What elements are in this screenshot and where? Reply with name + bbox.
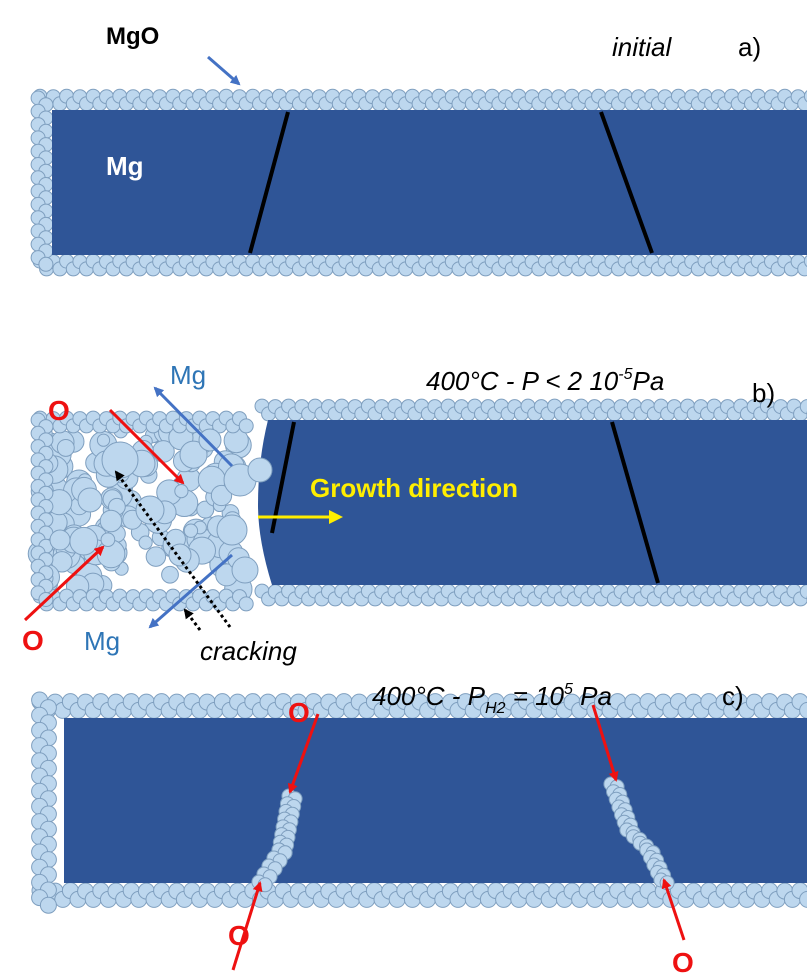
mgo-pointer-arrow bbox=[207, 55, 241, 86]
mgo-particle bbox=[145, 546, 167, 567]
panel-letter-b: b) bbox=[752, 378, 775, 408]
mgo-debris-cluster bbox=[27, 410, 273, 612]
mgo-particle bbox=[96, 433, 111, 447]
mgo-particle bbox=[247, 457, 273, 483]
crack-arrow-1 bbox=[114, 470, 232, 628]
mg-out-label-top: Mg bbox=[170, 360, 206, 390]
cracking-label: cracking bbox=[200, 636, 297, 666]
oxidized-grain-boundaries bbox=[251, 776, 675, 893]
mgo-particle bbox=[183, 523, 199, 538]
mgo-particle bbox=[196, 500, 215, 519]
oxygen-label-top-b: O bbox=[48, 395, 70, 426]
mg-core-b bbox=[258, 420, 807, 585]
mg-core-a bbox=[52, 110, 807, 255]
mgo-particle bbox=[198, 428, 222, 452]
mg-out-arrow-bottom bbox=[148, 553, 233, 629]
mgo-label: MgO bbox=[106, 23, 159, 50]
mg-out-label-bottom: Mg bbox=[84, 626, 120, 656]
oxygen-arrow-c2 bbox=[591, 704, 619, 782]
mgo-particle bbox=[161, 565, 179, 584]
mg-out-arrow-top bbox=[153, 386, 234, 468]
mgo-particle bbox=[179, 440, 208, 469]
oxygen-arrow-c4 bbox=[661, 878, 686, 941]
mgo-particle bbox=[238, 596, 254, 612]
condition-c: 400°C - PH2 = 105 Pa bbox=[372, 681, 612, 717]
oxygen-arrow-c1 bbox=[287, 713, 320, 794]
mgo-particle bbox=[101, 441, 139, 479]
condition-a: initial bbox=[612, 32, 672, 62]
mgo-particle bbox=[39, 896, 57, 914]
mgo-particle bbox=[56, 438, 75, 457]
mgo-particle bbox=[799, 701, 807, 719]
panel-letter-c: c) bbox=[722, 681, 744, 711]
mgo-shell-c bbox=[31, 691, 807, 914]
panel-a: MgO Mg initial a) bbox=[30, 23, 807, 277]
mgo-shell-b bbox=[254, 398, 807, 607]
mgo-particle bbox=[99, 509, 123, 533]
oxygen-arrow-c3 bbox=[231, 881, 263, 971]
oxygen-arrow-top-b bbox=[108, 408, 185, 485]
mgo-particle bbox=[231, 556, 259, 584]
mgo-particle bbox=[100, 532, 116, 548]
mgo-particle bbox=[799, 399, 807, 415]
mgo-particle bbox=[77, 487, 103, 513]
mgo-particle bbox=[49, 529, 71, 551]
growth-direction-label: Growth direction bbox=[310, 473, 518, 503]
mgo-particle bbox=[238, 418, 254, 434]
grain-boundary-a2 bbox=[599, 111, 654, 254]
mgo-particle bbox=[174, 483, 189, 499]
mgo-particle bbox=[216, 514, 248, 546]
mg-core-c bbox=[64, 718, 807, 883]
oxygen-label-c3: O bbox=[228, 920, 250, 951]
mgo-particle bbox=[138, 535, 153, 550]
mgo-particle bbox=[69, 526, 99, 556]
grain-boundary-b2 bbox=[610, 421, 660, 584]
crack-arrow-2 bbox=[183, 608, 202, 631]
oxygen-label-c1: O bbox=[288, 697, 310, 728]
mgo-particle bbox=[168, 543, 192, 567]
panel-letter-a: a) bbox=[738, 32, 761, 62]
grain-boundary-a1 bbox=[248, 111, 290, 254]
condition-b: 400°C - P < 2 10-5Pa bbox=[426, 366, 664, 396]
mgo-particle bbox=[803, 255, 807, 268]
mg-label-a: Mg bbox=[106, 151, 144, 181]
oxygen-label-c4: O bbox=[672, 947, 694, 978]
mgo-particle bbox=[799, 890, 807, 908]
panel-b: 400°C - P < 2 10-5Pa b) Growth direction… bbox=[22, 360, 807, 666]
mgo-particle bbox=[803, 90, 807, 103]
mgo-particle bbox=[135, 495, 165, 525]
oxygen-arrow-bottom-b bbox=[23, 545, 105, 622]
mgo-particle bbox=[38, 256, 54, 272]
mgo-particle bbox=[799, 584, 807, 600]
oxygen-label-bottom-b: O bbox=[22, 625, 44, 656]
grain-boundary-b1 bbox=[270, 421, 296, 534]
mgo-particle bbox=[210, 484, 233, 507]
